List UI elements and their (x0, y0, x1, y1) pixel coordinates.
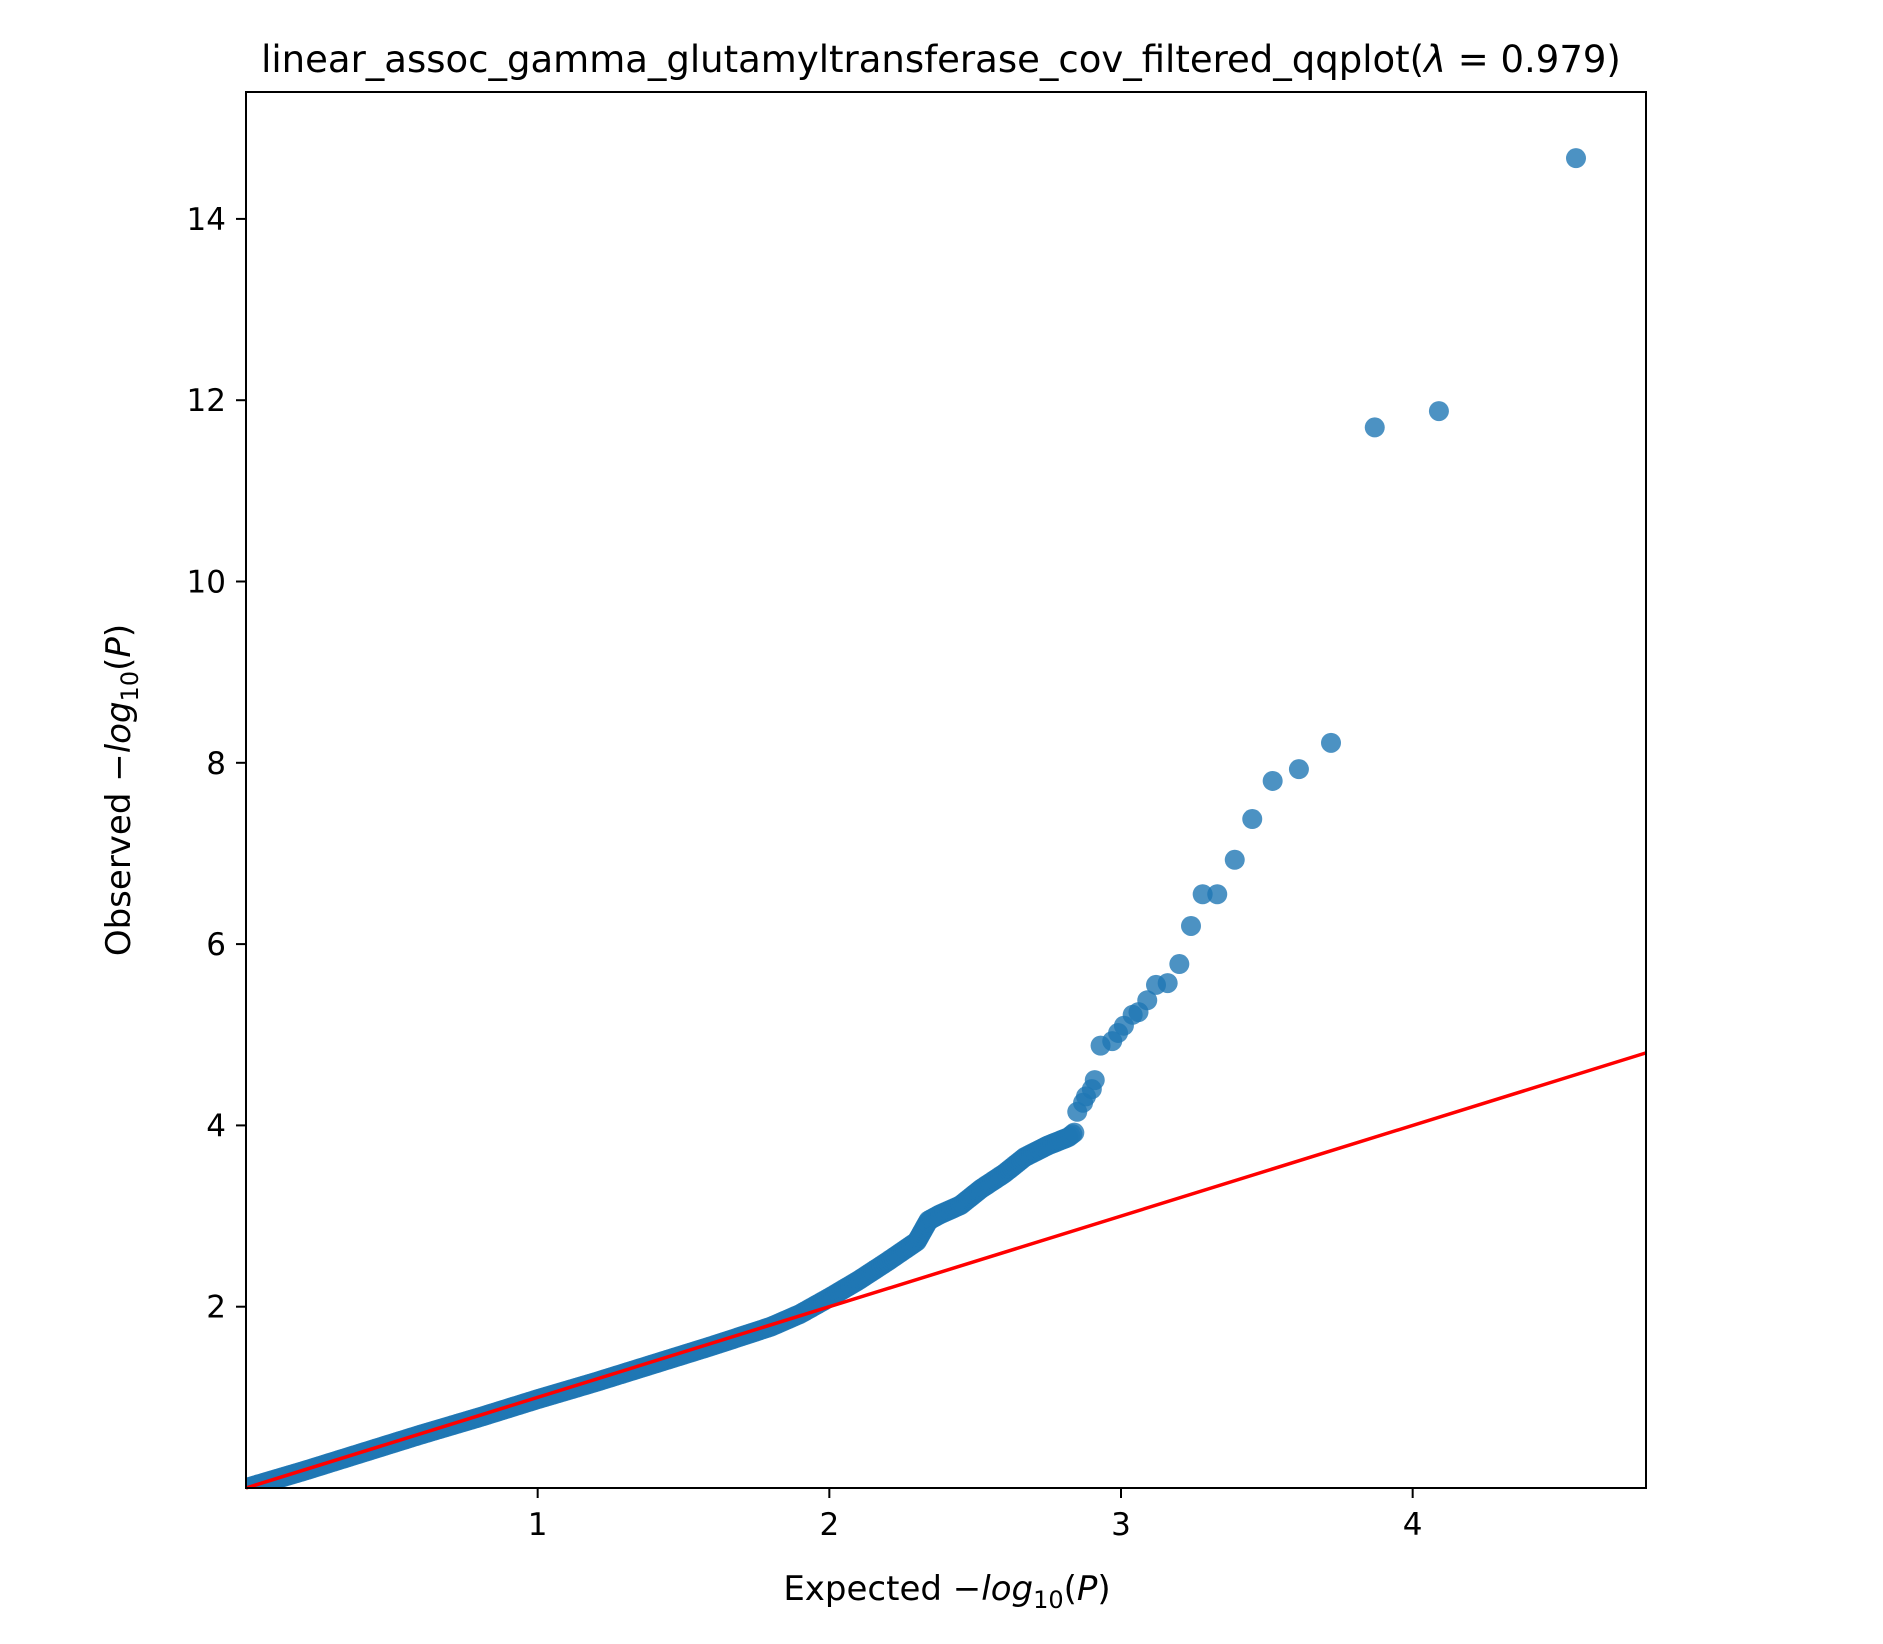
y-tick-label: 2 (206, 1290, 226, 1326)
x-tick-label: 1 (528, 1507, 548, 1543)
data-point (1224, 849, 1245, 870)
y-tick-label: 4 (206, 1108, 226, 1144)
data-point (1192, 884, 1213, 905)
data-point (1169, 954, 1190, 975)
x-axis-label: Expected −log10(P) (783, 1569, 1110, 1614)
data-point (1428, 401, 1449, 422)
data-point (1288, 759, 1309, 780)
data-point (1566, 148, 1586, 169)
data-point (1181, 915, 1201, 936)
data-point (1364, 417, 1385, 438)
plot-background (246, 92, 1646, 1488)
y-tick-label: 8 (206, 746, 226, 782)
y-tick-label: 6 (206, 927, 226, 963)
data-point (1321, 732, 1341, 753)
x-tick-label: 3 (1111, 1507, 1131, 1543)
chart-title: linear_assoc_gamma_glutamyltransferase_c… (261, 38, 1621, 81)
x-tick-label: 4 (1403, 1507, 1423, 1543)
data-point (1064, 1122, 1085, 1143)
reference-line (245, 1051, 1647, 1490)
data-point (1207, 884, 1228, 905)
y-axis-label: Observed −log10(P) (99, 624, 144, 956)
data-point (1262, 770, 1283, 791)
x-axis: 1 2 3 4 (528, 1488, 1423, 1543)
data-point (1084, 1070, 1105, 1091)
y-tick-label: 10 (187, 565, 226, 601)
y-tick-label: 14 (187, 202, 226, 238)
data-point (1157, 973, 1178, 994)
plot-area (245, 91, 1647, 1490)
x-tick-label: 2 (819, 1507, 839, 1543)
data-point (1137, 990, 1158, 1011)
y-axis: 2 4 6 8 10 12 14 (187, 202, 246, 1326)
data-point (1242, 809, 1263, 830)
plot-frame (245, 91, 1647, 1489)
y-tick-label: 12 (187, 383, 226, 419)
